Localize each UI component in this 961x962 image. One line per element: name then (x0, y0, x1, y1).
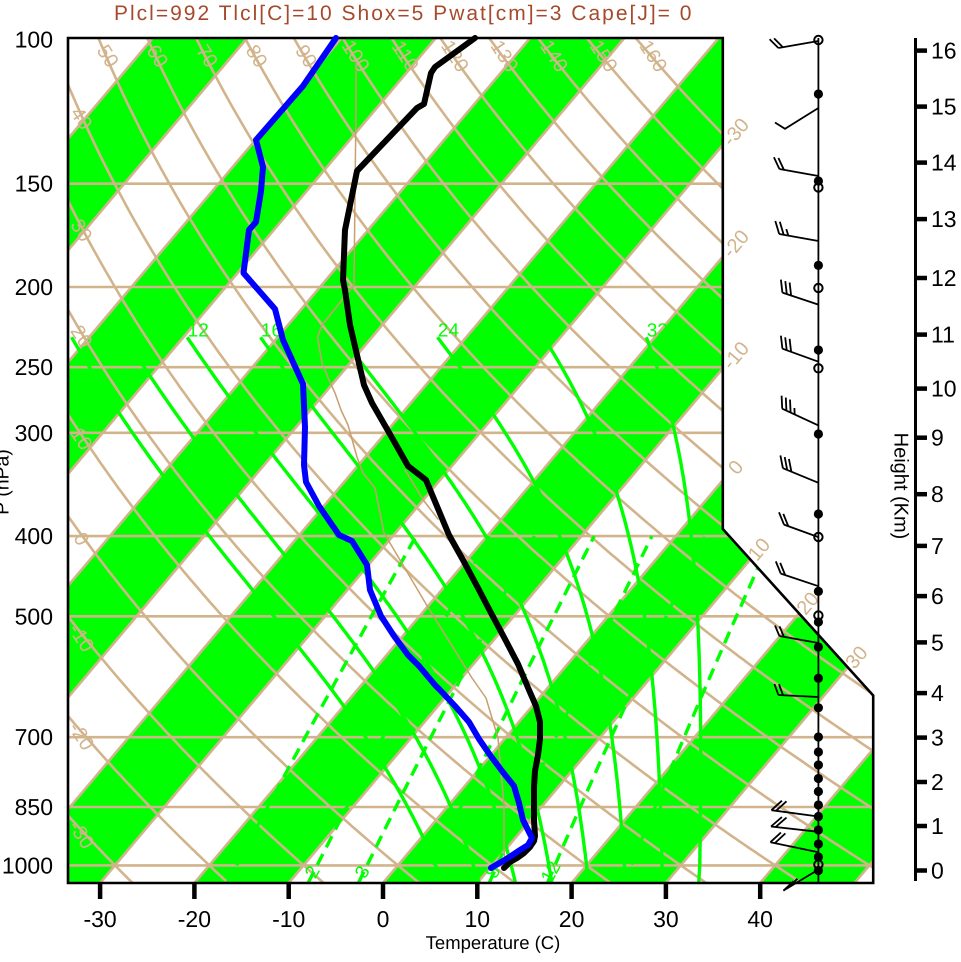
svg-text:40: 40 (747, 906, 773, 932)
svg-text:2: 2 (931, 769, 944, 795)
svg-text:200: 200 (15, 274, 53, 300)
svg-text:9: 9 (931, 425, 944, 451)
svg-text:0: 0 (377, 906, 390, 932)
svg-text:3: 3 (931, 725, 944, 751)
svg-text:100: 100 (15, 27, 53, 53)
svg-text:5: 5 (931, 629, 944, 655)
svg-text:150: 150 (15, 171, 53, 197)
svg-text:Plcl=992 Tlcl[C]=10 Shox=5 Pwa: Plcl=992 Tlcl[C]=10 Shox=5 Pwat[cm]=3 Ca… (114, 2, 693, 25)
svg-text:10: 10 (931, 376, 957, 402)
svg-text:0: 0 (931, 858, 944, 884)
svg-text:400: 400 (15, 523, 53, 549)
svg-text:11: 11 (931, 322, 955, 348)
svg-text:1000: 1000 (2, 852, 53, 878)
svg-text:12: 12 (931, 265, 957, 291)
svg-text:8: 8 (931, 481, 944, 507)
svg-text:1: 1 (931, 813, 944, 839)
svg-text:6: 6 (931, 583, 944, 609)
svg-text:-10: -10 (272, 906, 305, 932)
svg-text:15: 15 (931, 94, 957, 120)
svg-text:500: 500 (15, 603, 53, 629)
svg-text:300: 300 (15, 420, 53, 446)
svg-text:16: 16 (931, 38, 957, 64)
svg-text:30: 30 (653, 906, 679, 932)
svg-text:20: 20 (559, 906, 585, 932)
svg-text:P (hPa): P (hPa) (0, 449, 14, 515)
svg-text:250: 250 (15, 354, 53, 380)
svg-text:7: 7 (931, 533, 944, 559)
svg-text:4: 4 (931, 680, 944, 706)
svg-text:700: 700 (15, 724, 53, 750)
svg-text:-30: -30 (83, 906, 116, 932)
svg-text:13: 13 (931, 206, 957, 232)
svg-text:Temperature (C): Temperature (C) (426, 932, 561, 953)
svg-text:14: 14 (931, 150, 957, 176)
svg-text:10: 10 (465, 906, 491, 932)
svg-text:-20: -20 (178, 906, 211, 932)
svg-text:24: 24 (438, 320, 460, 341)
svg-text:850: 850 (15, 794, 53, 820)
svg-text:32: 32 (647, 320, 668, 341)
svg-text:Height (Km): Height (Km) (890, 433, 912, 540)
svg-text:12: 12 (188, 320, 209, 341)
